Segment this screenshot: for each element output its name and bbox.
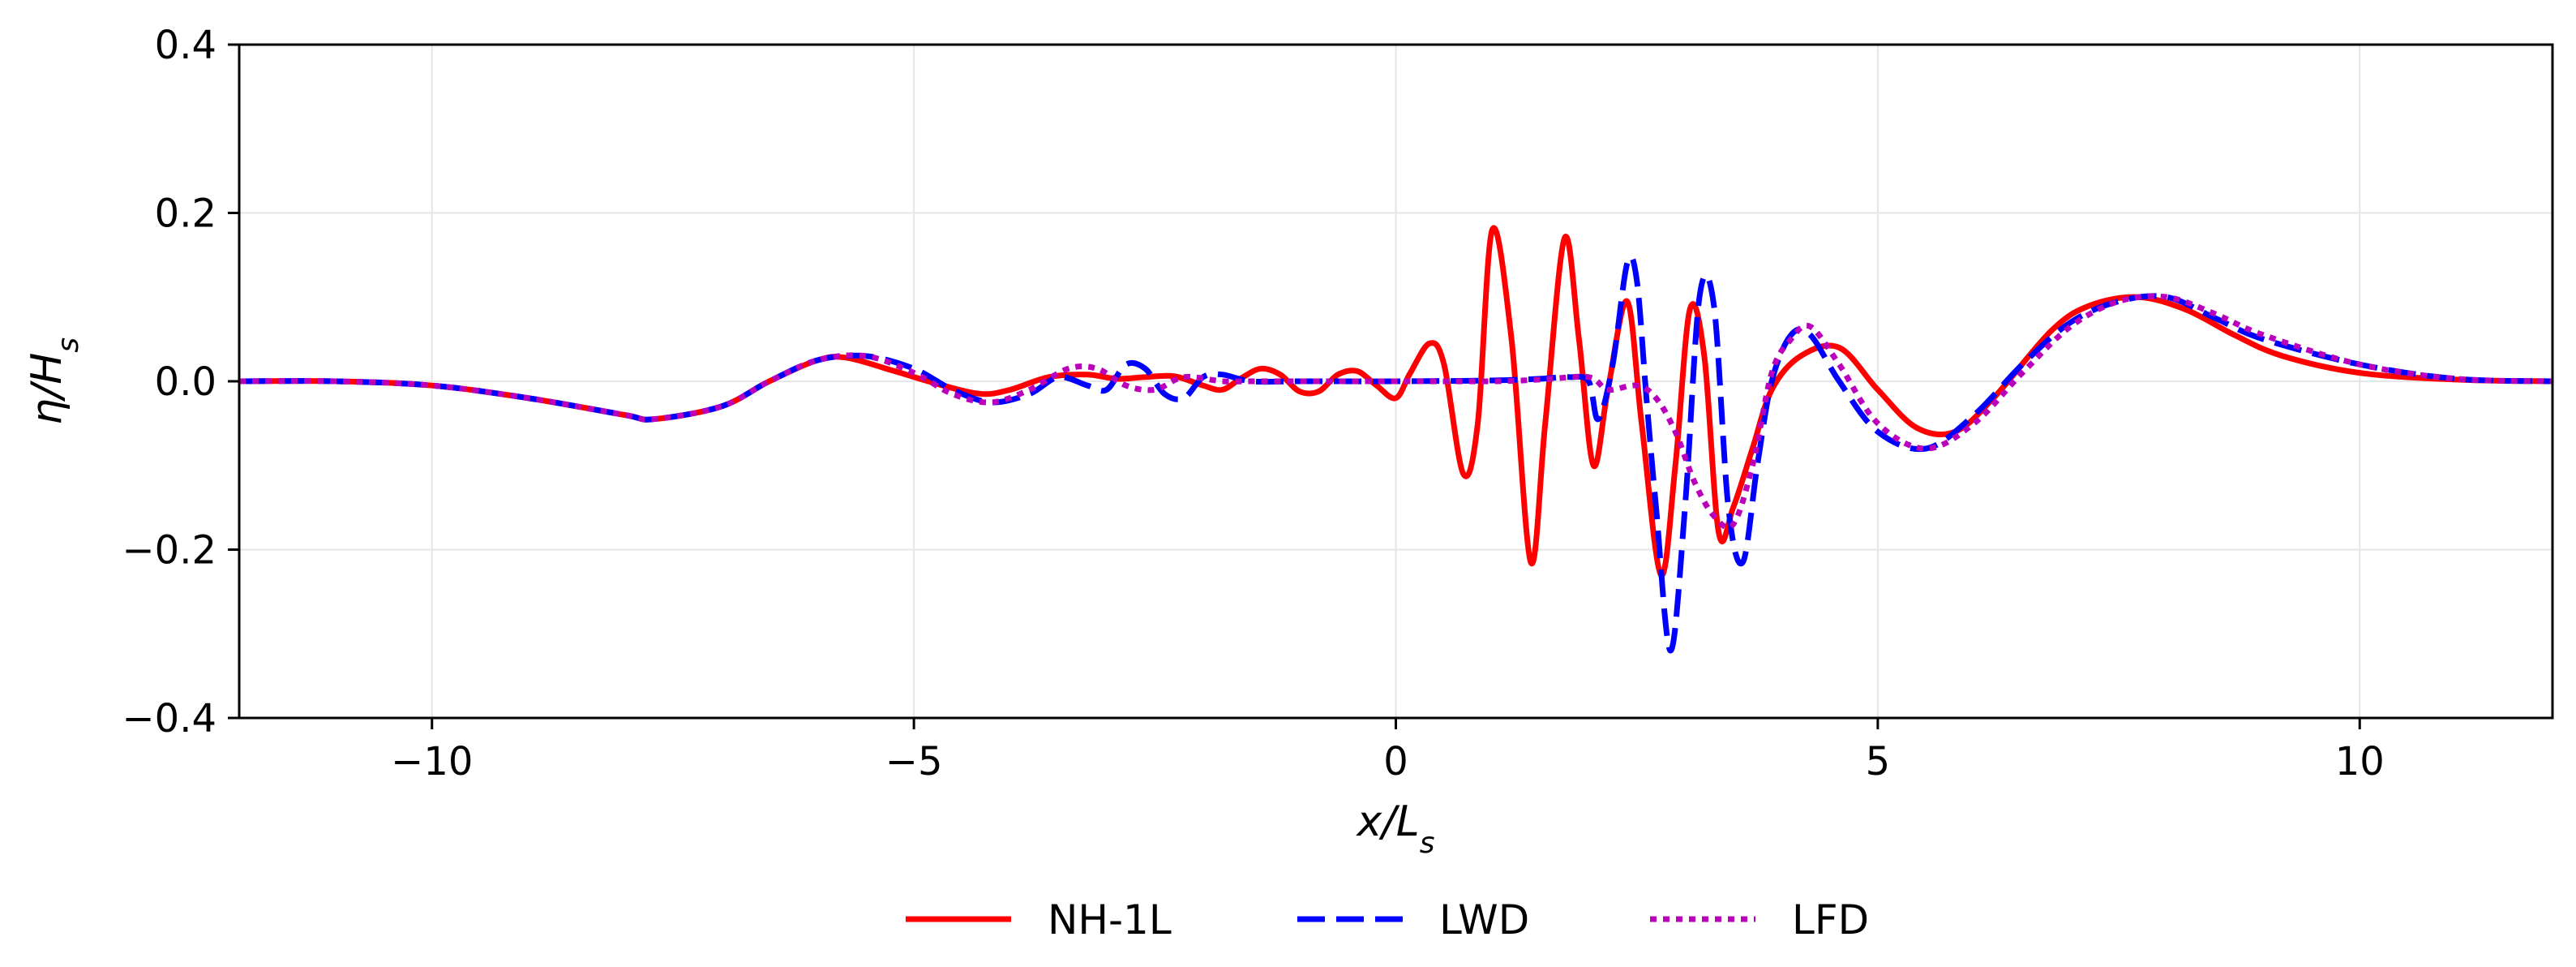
x-axis-label: x/Ls bbox=[1355, 797, 1434, 860]
y-tick-label: 0.4 bbox=[155, 23, 216, 68]
series-line-lfd bbox=[239, 293, 2552, 531]
x-tick-label: −10 bbox=[391, 739, 473, 784]
series-line-nh-1l bbox=[239, 225, 2552, 578]
series-line-lwd bbox=[239, 253, 2552, 654]
ticks: −10 −5 0 5 10 −0.4 −0.2 0.0 0.2 0.4 bbox=[122, 23, 2384, 784]
y-axis-label: η/Hs bbox=[23, 337, 85, 425]
legend: NH-1L LWD LFD bbox=[906, 896, 1869, 943]
legend-label: NH-1L bbox=[1048, 896, 1172, 943]
series-layer bbox=[239, 225, 2552, 654]
legend-label: LFD bbox=[1792, 896, 1869, 943]
x-tick-label: 10 bbox=[2335, 739, 2385, 784]
x-tick-label: −5 bbox=[885, 739, 943, 784]
y-tick-label: 0.2 bbox=[155, 191, 216, 237]
x-tick-label: 5 bbox=[1866, 739, 1891, 784]
x-tick-label: 0 bbox=[1383, 739, 1408, 784]
y-tick-label: −0.2 bbox=[122, 528, 216, 574]
y-tick-label: −0.4 bbox=[122, 696, 216, 741]
legend-label: LWD bbox=[1439, 896, 1529, 943]
y-tick-label: 0.0 bbox=[155, 359, 216, 405]
